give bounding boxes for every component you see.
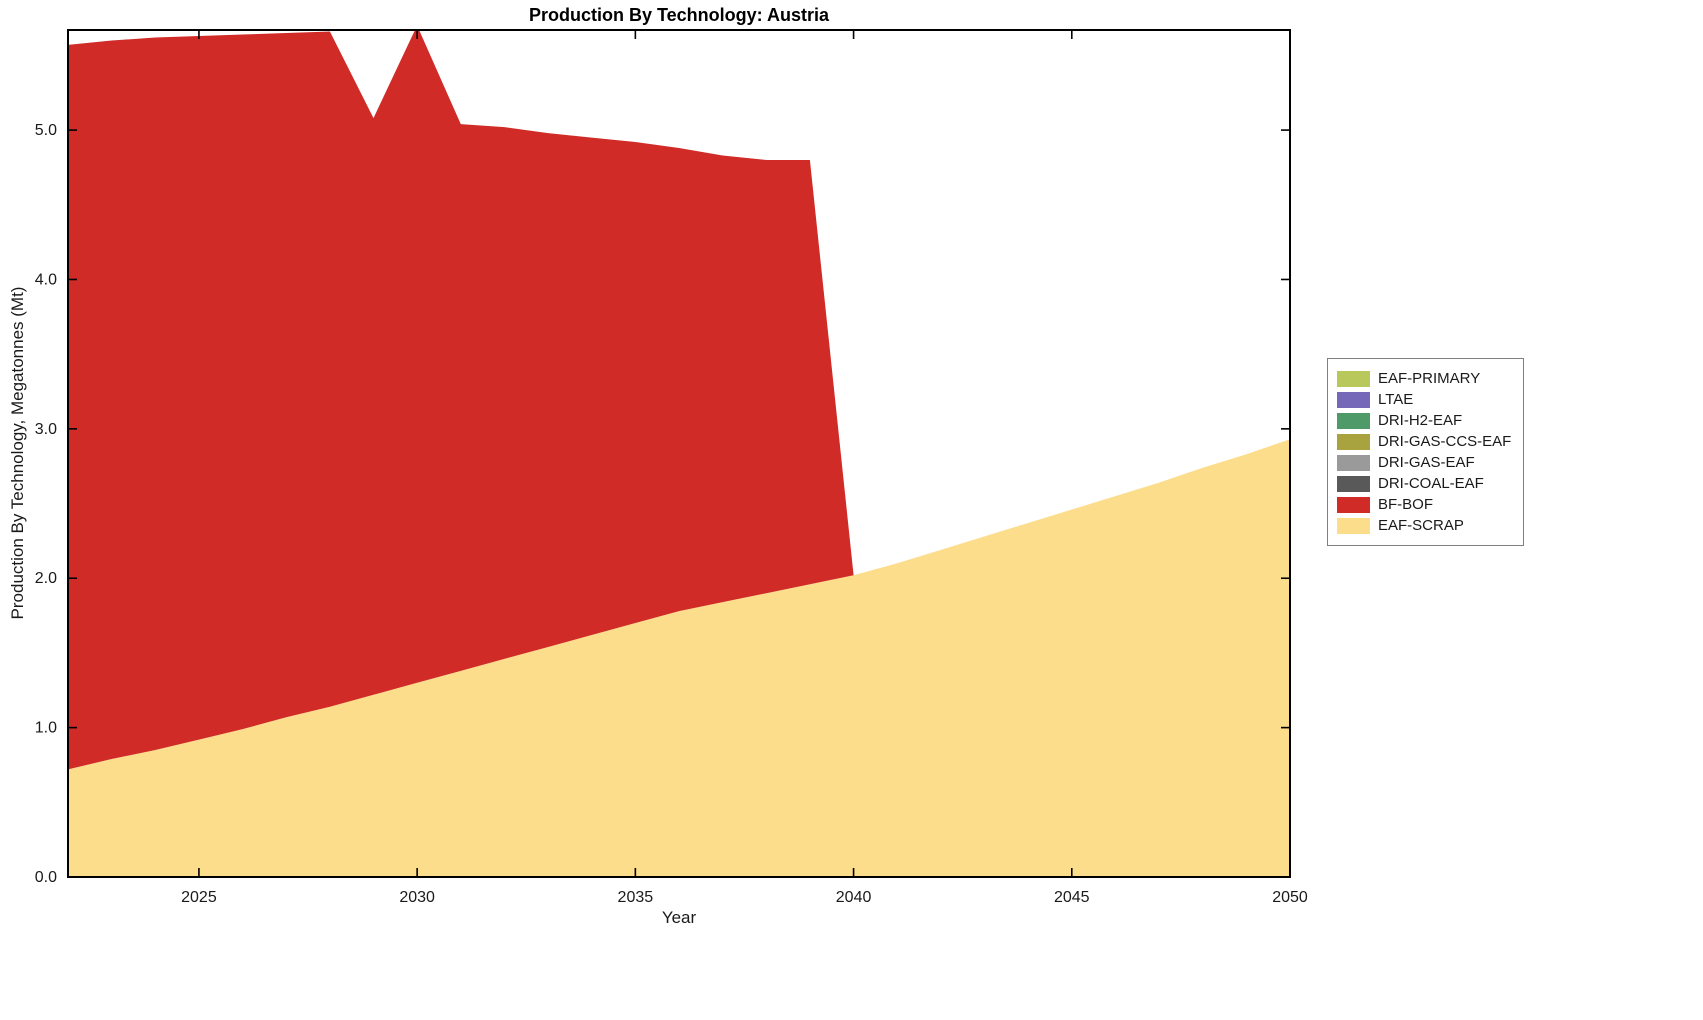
legend-item-dri-h2-eaf: DRI-H2-EAF xyxy=(1337,412,1511,429)
x-tick-label: 2050 xyxy=(1272,889,1308,906)
chart-title: Production By Technology: Austria xyxy=(528,5,829,25)
y-tick-label: 3.0 xyxy=(35,421,57,438)
legend-swatch-dri-gas-ccs-eaf xyxy=(1337,433,1370,450)
x-tick-label: 2040 xyxy=(836,889,872,906)
x-tick-label: 2030 xyxy=(399,889,435,906)
legend-swatch-dri-gas-eaf xyxy=(1337,454,1370,471)
legend-item-eaf-primary: EAF-PRIMARY xyxy=(1337,370,1511,387)
x-tick-label: 2025 xyxy=(181,889,217,906)
x-axis-label: Year xyxy=(661,908,697,927)
legend-box: EAF-PRIMARY LTAE DRI-H2-EAF DRI-GAS-CCS-EAF… xyxy=(1327,358,1525,546)
legend-swatch-eaf-primary xyxy=(1337,370,1370,387)
legend-label: EAF-SCRAP xyxy=(1378,517,1464,534)
legend-swatch-dri-coal-eaf xyxy=(1337,475,1370,492)
legend-label: EAF-PRIMARY xyxy=(1378,370,1481,387)
legend-label: DRI-H2-EAF xyxy=(1378,412,1463,429)
legend-label: LTAE xyxy=(1378,391,1414,408)
legend-label: BF-BOF xyxy=(1378,496,1433,513)
legend-swatch-ltae xyxy=(1337,391,1370,408)
legend-swatch-bf-bof xyxy=(1337,496,1370,513)
y-axis-label: Production By Technology, Megatonnes (Mt… xyxy=(8,286,27,620)
axes-border xyxy=(67,29,1291,878)
legend-item-eaf-scrap: EAF-SCRAP xyxy=(1337,517,1511,534)
y-tick-label: 2.0 xyxy=(35,570,57,587)
legend-label: DRI-GAS-CCS-EAF xyxy=(1378,433,1512,450)
legend-item-dri-coal-eaf: DRI-COAL-EAF xyxy=(1337,475,1511,492)
legend-swatch-dri-h2-eaf xyxy=(1337,412,1370,429)
x-tick-label: 2035 xyxy=(618,889,654,906)
x-tick-label: 2045 xyxy=(1054,889,1090,906)
y-tick-label: 0.0 xyxy=(35,869,57,886)
legend-item-dri-gas-ccs-eaf: DRI-GAS-CCS-EAF xyxy=(1337,433,1511,450)
y-tick-label: 5.0 xyxy=(35,122,57,139)
legend-swatch-eaf-scrap xyxy=(1337,517,1370,534)
legend-label: DRI-GAS-EAF xyxy=(1378,454,1475,471)
legend-item-bf-bof: BF-BOF xyxy=(1337,496,1511,513)
stacked-areas xyxy=(68,30,1290,877)
legend-item-ltae: LTAE xyxy=(1337,391,1511,408)
area-bf-bof xyxy=(68,30,1290,770)
legend-item-dri-gas-eaf: DRI-GAS-EAF xyxy=(1337,454,1511,471)
legend-label: DRI-COAL-EAF xyxy=(1378,475,1484,492)
area-eaf-scrap xyxy=(68,439,1290,877)
y-tick-label: 4.0 xyxy=(35,271,57,288)
y-tick-label: 1.0 xyxy=(35,720,57,737)
